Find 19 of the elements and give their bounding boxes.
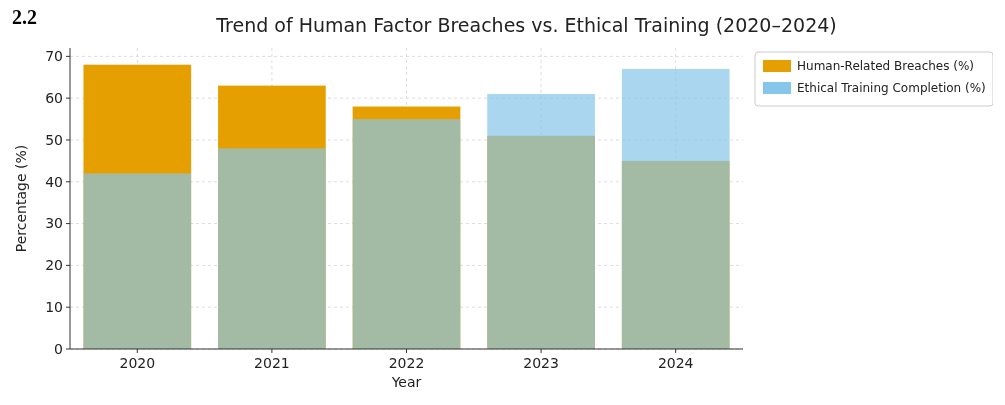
x-tick-label: 2022 <box>388 355 425 371</box>
y-axis-title: Percentage (%) <box>13 144 29 253</box>
legend-label: Human-Related Breaches (%) <box>797 59 975 74</box>
y-tick-label: 20 <box>45 257 63 274</box>
y-tick-label: 50 <box>45 131 63 148</box>
x-axis-title: Year <box>390 374 422 390</box>
y-tick-label: 0 <box>54 340 63 357</box>
x-tick-label: 2024 <box>657 355 694 371</box>
x-tick-label: 2023 <box>523 355 559 371</box>
x-tick-label: 2021 <box>254 355 290 371</box>
y-tick-label: 40 <box>45 173 63 190</box>
chart-title: Trend of Human Factor Breaches vs. Ethical Training (2020–2024) <box>215 14 837 36</box>
y-tick-label: 30 <box>45 215 63 232</box>
y-tick-label: 60 <box>45 90 63 107</box>
x-tick-label: 2020 <box>119 355 156 371</box>
text: 2.2 <box>12 6 37 28</box>
y-tick-label: 70 <box>45 48 63 65</box>
legend-label: Ethical Training Completion (%) <box>797 81 986 96</box>
y-tick-label: 10 <box>45 299 63 316</box>
